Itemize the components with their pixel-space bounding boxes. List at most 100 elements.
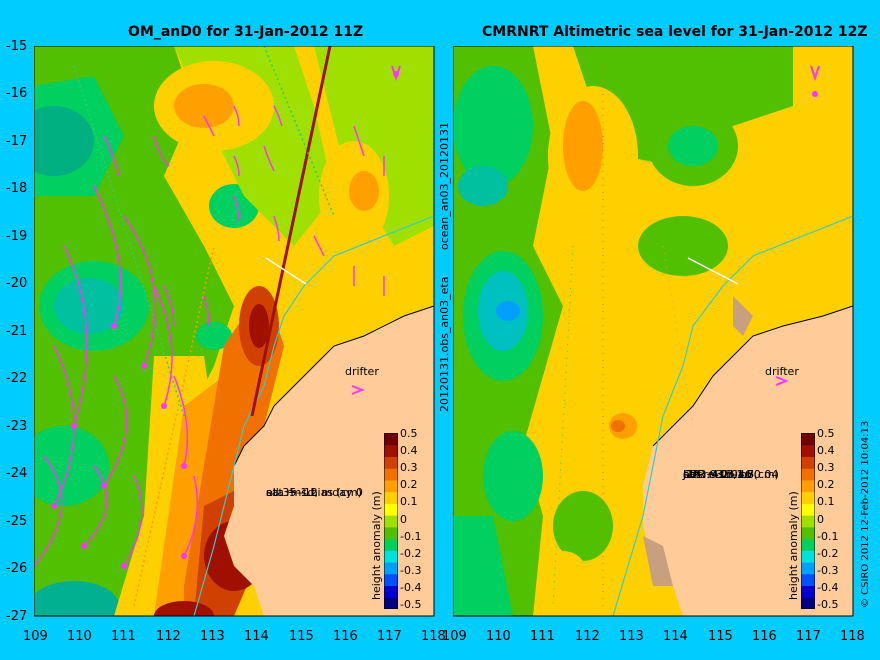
colorbar-tick: 0.1 bbox=[400, 495, 418, 508]
colorbar-tick: -0.5 bbox=[400, 598, 422, 611]
colorbar-segment bbox=[384, 573, 398, 587]
x-tick: 114 bbox=[244, 629, 269, 644]
x-tick: 112 bbox=[575, 629, 600, 644]
y-tick: -26 bbox=[6, 561, 28, 576]
left-colorbar bbox=[384, 433, 398, 609]
right-legend-line: J1R 4.1 -1.7 bbox=[683, 468, 754, 481]
colorbar-tick: -0.2 bbox=[400, 547, 422, 560]
colorbar-tick: -0.5 bbox=[817, 598, 839, 611]
colorbar-tick: -0.1 bbox=[817, 530, 839, 543]
colorbar-segment bbox=[384, 444, 398, 457]
middle-vertical-label-top: ocean_an03_20120131 bbox=[438, 122, 451, 250]
right-panel-title: CMRNRT Altimetric sea level for 31-Jan-2… bbox=[482, 24, 868, 40]
colorbar-segment bbox=[384, 526, 398, 540]
x-tick: 109 bbox=[23, 629, 48, 644]
x-tick: 117 bbox=[377, 629, 402, 644]
x-tick: 111 bbox=[530, 629, 555, 644]
colorbar-segment bbox=[801, 479, 815, 493]
y-tick: -23 bbox=[6, 419, 28, 434]
colorbar-segment bbox=[384, 562, 398, 575]
colorbar-segment bbox=[801, 433, 815, 446]
colorbar-tick: 0.1 bbox=[817, 495, 835, 508]
colorbar-segment bbox=[801, 597, 815, 609]
colorbar-tick: -0.3 bbox=[817, 564, 839, 577]
colorbar-segment bbox=[384, 433, 398, 446]
right-legend-line: J2R 4.2 -1.8 bbox=[683, 468, 754, 481]
x-tick: 115 bbox=[708, 629, 733, 644]
right-drifter-label: drifter bbox=[765, 365, 799, 378]
colorbar-segment bbox=[801, 444, 815, 457]
colorbar-segment bbox=[801, 562, 815, 575]
x-tick: 118 bbox=[840, 629, 865, 644]
left-legend-line: sat rms bias (cm) bbox=[266, 486, 362, 499]
colorbar-tick: -0.3 bbox=[400, 564, 422, 577]
right-colorbar-ticks: 0.5 0.4 0.3 0.2 0.1 0 -0.1 -0.2 -0.3 -0.… bbox=[817, 427, 847, 617]
colorbar-segment bbox=[384, 491, 398, 504]
colorbar-segment bbox=[384, 503, 398, 516]
colorbar-tick: -0.4 bbox=[817, 581, 839, 594]
colorbar-segment bbox=[801, 538, 815, 551]
left-legend-line: all 35 -12 bbox=[266, 486, 318, 499]
right-colorbar-label: height anomaly (m) bbox=[787, 491, 800, 600]
left-panel-title: OM_anD0 for 31-Jan-2012 11Z bbox=[128, 24, 364, 40]
colorbar-tick: -0.2 bbox=[817, 547, 839, 560]
x-tick: 118 bbox=[421, 629, 446, 644]
y-tick: -17 bbox=[6, 134, 28, 149]
colorbar-segment bbox=[801, 456, 815, 469]
colorbar-segment bbox=[801, 515, 815, 528]
y-tick: -25 bbox=[6, 514, 28, 529]
y-tick: -15 bbox=[6, 39, 28, 54]
colorbar-segment bbox=[384, 515, 398, 528]
y-tick: -18 bbox=[6, 181, 28, 196]
x-tick: 110 bbox=[67, 629, 92, 644]
x-tick: 117 bbox=[796, 629, 821, 644]
copyright-label: © CSIRO 2012 12-Feb-2012 10:04:13 bbox=[860, 420, 871, 608]
x-tick: 114 bbox=[663, 629, 688, 644]
x-tick: 113 bbox=[200, 629, 225, 644]
left-drifter-label: drifter bbox=[345, 365, 379, 378]
left-legend-line: eta +-1d, mday 0 bbox=[266, 486, 363, 499]
y-tick: -22 bbox=[6, 371, 28, 386]
colorbar-tick: 0 bbox=[817, 513, 824, 526]
y-tick: -21 bbox=[6, 324, 28, 339]
y-tick: -24 bbox=[6, 466, 28, 481]
right-legend-line: all 3.9 0.046 bbox=[683, 468, 752, 481]
right-colorbar bbox=[801, 433, 815, 609]
right-legend-line: obs +-1d, oi-0.04 bbox=[683, 468, 779, 481]
left-colorbar-ticks: 0.5 0.4 0.3 0.2 0.1 0 -0.1 -0.2 -0.3 -0.… bbox=[400, 427, 430, 617]
colorbar-tick: 0.4 bbox=[400, 444, 418, 457]
x-tick: 110 bbox=[486, 629, 511, 644]
y-tick: -19 bbox=[6, 229, 28, 244]
colorbar-tick: 0.3 bbox=[400, 461, 418, 474]
right-legend-line: sat rms bias (cm) bbox=[683, 468, 779, 481]
colorbar-tick: 0.4 bbox=[817, 444, 835, 457]
right-map bbox=[453, 46, 854, 617]
colorbar-segment bbox=[801, 491, 815, 504]
colorbar-segment bbox=[801, 503, 815, 516]
colorbar-segment bbox=[801, 585, 815, 598]
colorbar-segment bbox=[384, 479, 398, 493]
x-tick: 116 bbox=[333, 629, 358, 644]
colorbar-tick: 0.5 bbox=[817, 427, 835, 440]
x-tick: 113 bbox=[619, 629, 644, 644]
x-tick: 116 bbox=[752, 629, 777, 644]
right-legend-line: C2R 3.7 1.5 bbox=[683, 468, 755, 481]
colorbar-segment bbox=[801, 468, 815, 481]
y-tick: -16 bbox=[6, 86, 28, 101]
colorbar-segment bbox=[801, 526, 815, 540]
x-tick: 111 bbox=[111, 629, 136, 644]
x-tick: 112 bbox=[156, 629, 181, 644]
colorbar-segment bbox=[801, 573, 815, 587]
colorbar-segment bbox=[384, 456, 398, 469]
middle-vertical-label: 20120131.obs_an03_eta bbox=[438, 276, 451, 412]
x-tick: 109 bbox=[442, 629, 467, 644]
x-tick: 115 bbox=[289, 629, 314, 644]
left-colorbar-label: height anomaly (m) bbox=[370, 491, 383, 600]
left-map bbox=[34, 46, 435, 617]
colorbar-tick: 0.5 bbox=[400, 427, 418, 440]
colorbar-segment bbox=[384, 468, 398, 481]
colorbar-segment bbox=[801, 550, 815, 563]
colorbar-tick: 0.3 bbox=[817, 461, 835, 474]
colorbar-segment bbox=[384, 585, 398, 598]
colorbar-segment bbox=[384, 538, 398, 551]
